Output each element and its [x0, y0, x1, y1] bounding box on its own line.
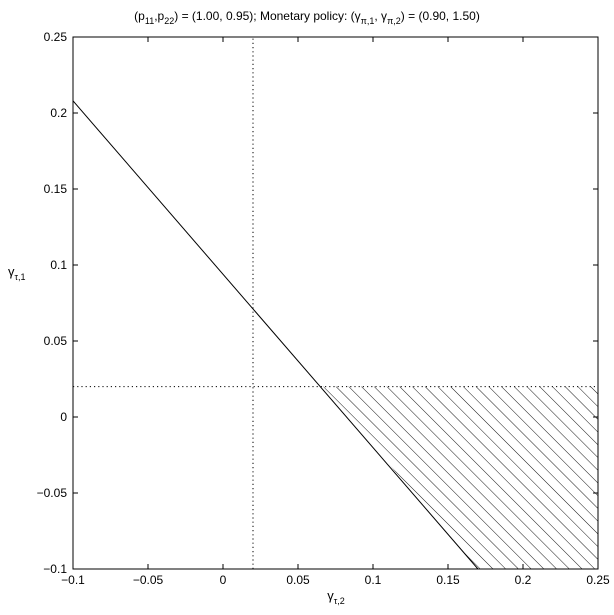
plot-area: −0.1 −0.05 0 0.05 0.1 0.15 0.2 0.25 −0.1 −0.05 0 0.… [37, 30, 610, 587]
chart-title: (p11,p22) = (1.00, 0.95); Monetary polic… [134, 9, 480, 26]
x-tick-label: 0.15 [436, 573, 460, 587]
x-tick-label: 0.2 [515, 573, 532, 587]
x-tick-label: −0.1 [61, 573, 85, 587]
ticks: −0.1 −0.05 0 0.05 0.1 0.15 0.2 0.25 −0.1 −0.05 0 0.… [37, 30, 610, 587]
title-gamma-sub-2: π,2 [387, 16, 401, 26]
y-tick-label: 0.15 [44, 182, 68, 196]
x-axis-label: γτ,2 [327, 588, 345, 606]
y-tick-label: −0.1 [43, 562, 67, 576]
title-p-symbol-2: p [158, 9, 165, 23]
reference-lines [73, 37, 598, 569]
hatched-region [323, 386, 598, 569]
x-tick-label: 0.05 [286, 573, 310, 587]
title-p-sub-2: 22 [164, 16, 174, 26]
y-tick-label: 0.2 [50, 106, 67, 120]
axes-box [72, 36, 599, 570]
y-tick-label: 0.05 [44, 334, 68, 348]
y-tick-label: −0.05 [37, 486, 68, 500]
series-line-0 [72, 100, 479, 570]
x-tick-label: 0.25 [586, 573, 610, 587]
y-tick-label: 0.25 [44, 30, 68, 44]
series-lines [72, 100, 479, 570]
title-gamma-values: ) = (0.90, 1.50) [401, 9, 480, 23]
y-tick-label: 0 [60, 410, 67, 424]
y-tick-label: 0.1 [50, 258, 67, 272]
y-axis-label: γτ,1 [8, 264, 26, 282]
x-tick-label: 0.1 [365, 573, 382, 587]
title-p-symbol-1: p [138, 9, 145, 23]
title-p-sub-1: 11 [145, 16, 154, 26]
x-tick-label: −0.05 [133, 573, 164, 587]
title-gamma-sub-1: π,1 [361, 16, 375, 26]
x-tick-label: 0 [220, 573, 227, 587]
title-p-values: ) = (1.00, 0.95); Monetary policy: ( [174, 9, 354, 23]
